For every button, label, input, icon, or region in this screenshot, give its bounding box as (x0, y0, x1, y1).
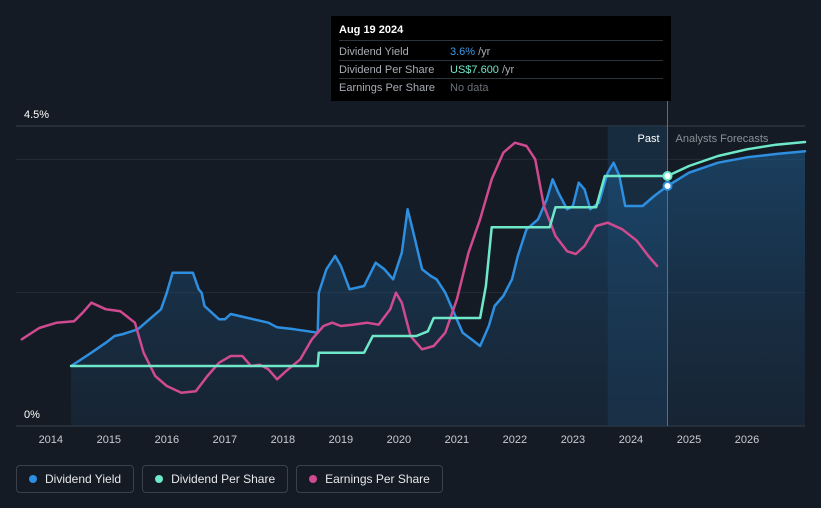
legend-dividend-per-share[interactable]: Dividend Per Share (142, 465, 289, 493)
legend-dividend-yield[interactable]: Dividend Yield (16, 465, 135, 493)
x-tick-label: 2022 (503, 434, 527, 446)
tooltip-unit: /yr (478, 45, 491, 58)
tooltip-value: US$7.600 (450, 63, 499, 76)
x-tick-label: 2023 (561, 434, 585, 446)
x-tick-label: 2025 (677, 434, 701, 446)
tooltip-value: No data (450, 81, 489, 94)
tooltip-row-earnings-per-share: Earnings Per Share No data (339, 79, 663, 96)
earnings-per-share-line (20, 141, 659, 394)
tooltip-value: 3.6% (450, 45, 476, 58)
x-tick-label: 2026 (735, 434, 759, 446)
legend-dot-icon (155, 475, 164, 483)
dividend-yield-area (71, 151, 806, 427)
tooltip-label: Dividend Yield (339, 45, 409, 58)
x-tick-label: 2017 (213, 434, 237, 446)
tooltip-unit: /yr (501, 63, 515, 76)
x-tick-label: 2018 (271, 434, 295, 446)
legend-dot-icon (309, 475, 318, 483)
y-axis-top-label: 4.5% (24, 109, 49, 121)
legend-earnings-per-share[interactable]: Earnings Per Share (296, 465, 443, 493)
dividend-chart: 2014 2015 2016 2017 2018 2019 2020 2021 2022 2023… (16, 16, 807, 446)
tooltip-label: Earnings Per Share (339, 81, 435, 94)
x-axis-ticks: 2014 2015 2016 2017 2018 2019 2020 2021 2022 2023… (39, 434, 760, 446)
y-axis-bottom-label: 0% (24, 409, 40, 421)
x-tick-label: 2021 (445, 434, 469, 446)
legend-label: Dividend Yield (45, 472, 122, 486)
today-markers (662, 171, 673, 191)
tooltip-row-dividend-per-share: Dividend Per Share US$7.600 /yr (339, 61, 663, 79)
dividend-per-share-marker (662, 171, 673, 181)
tooltip-row-dividend-yield: Dividend Yield 3.6% /yr (339, 43, 663, 61)
tooltip-label: Dividend Per Share (339, 63, 435, 76)
past-label: Past (637, 133, 659, 145)
dividend-yield-marker (662, 181, 673, 191)
legend-dot-icon (29, 475, 37, 483)
dividend-yield-line (69, 150, 807, 368)
tooltip-date: Aug 19 2024 (339, 24, 663, 41)
x-tick-label: 2019 (329, 434, 353, 446)
dividend-per-share-line (69, 140, 807, 368)
legend-label: Dividend Per Share (171, 472, 276, 486)
legend: Dividend Yield Dividend Per Share Earnin… (16, 465, 443, 493)
x-tick-label: 2024 (619, 434, 643, 446)
x-tick-label: 2020 (387, 434, 411, 446)
x-tick-label: 2016 (155, 434, 179, 446)
x-tick-label: 2015 (97, 434, 121, 446)
tooltip: Aug 19 2024 Dividend Yield 3.6% /yr Divi… (331, 16, 671, 101)
series-lines (20, 140, 807, 394)
legend-label: Earnings Per Share (325, 472, 430, 486)
analysts-forecasts-label: Analysts Forecasts (676, 133, 769, 145)
x-tick-label: 2014 (39, 434, 63, 446)
